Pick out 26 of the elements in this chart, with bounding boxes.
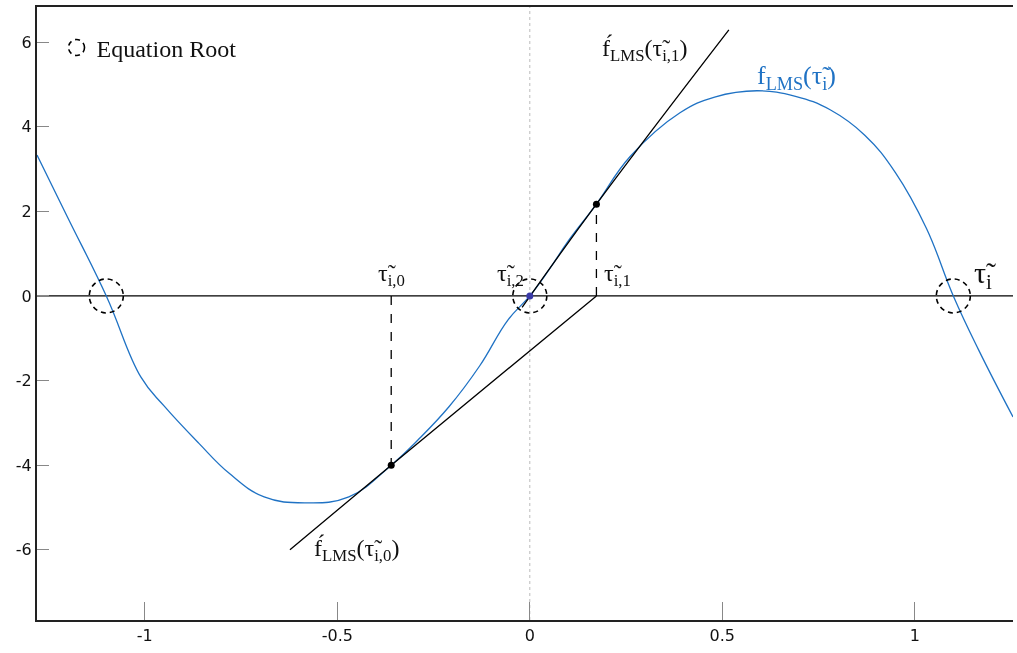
legend-label: Equation Root: [96, 35, 237, 62]
x-tick-label: -0.5: [321, 626, 353, 646]
point: [387, 461, 395, 469]
line-series: [37, 90, 1013, 504]
annotation: f́$_{LMS}$(τ̃$_{i,0}$): [314, 534, 400, 566]
x-tick-label: 1: [909, 626, 920, 646]
series-label: f$_{LMS}$(τ̃$_{i}$): [756, 61, 836, 94]
x-tick-label: -1: [136, 626, 153, 646]
x-tick-label: 0: [524, 626, 535, 646]
y-tick-label: -2: [15, 371, 32, 391]
y-tick-label: -4: [15, 455, 32, 475]
point: [88, 278, 125, 314]
x-tick-label: 0.5: [709, 626, 736, 646]
y-tick-label: 0: [21, 286, 32, 306]
y-tick-label: 6: [21, 32, 32, 52]
y-tick-label: 2: [21, 201, 32, 221]
annotation: f́$_{LMS}$(τ̃$_{i,1}$): [602, 34, 688, 66]
point: [526, 292, 534, 300]
annotation: τ̃$_{i,0}$: [378, 260, 405, 291]
y-tick-label: -6: [15, 540, 32, 560]
x-axis-title: τ̃$_{i}$: [974, 256, 997, 295]
point: [592, 200, 600, 208]
annotation: τ̃$_{i,1}$: [604, 260, 631, 291]
point: [935, 278, 972, 314]
y-tick-label: 4: [21, 117, 32, 137]
annotation: τ̃$_{i,2}$: [497, 260, 524, 291]
